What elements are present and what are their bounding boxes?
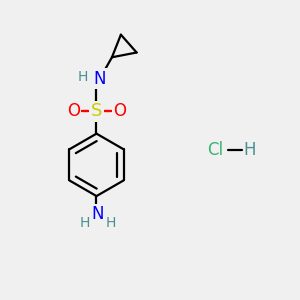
Text: S: S [91, 102, 102, 120]
Text: Cl: Cl [207, 141, 224, 159]
Text: N: N [92, 205, 104, 223]
Text: H: H [243, 141, 256, 159]
Text: H: H [106, 216, 116, 230]
Text: H: H [80, 216, 90, 230]
Text: O: O [113, 102, 126, 120]
Text: O: O [67, 102, 80, 120]
Text: H: H [78, 70, 88, 84]
Text: N: N [93, 70, 106, 88]
